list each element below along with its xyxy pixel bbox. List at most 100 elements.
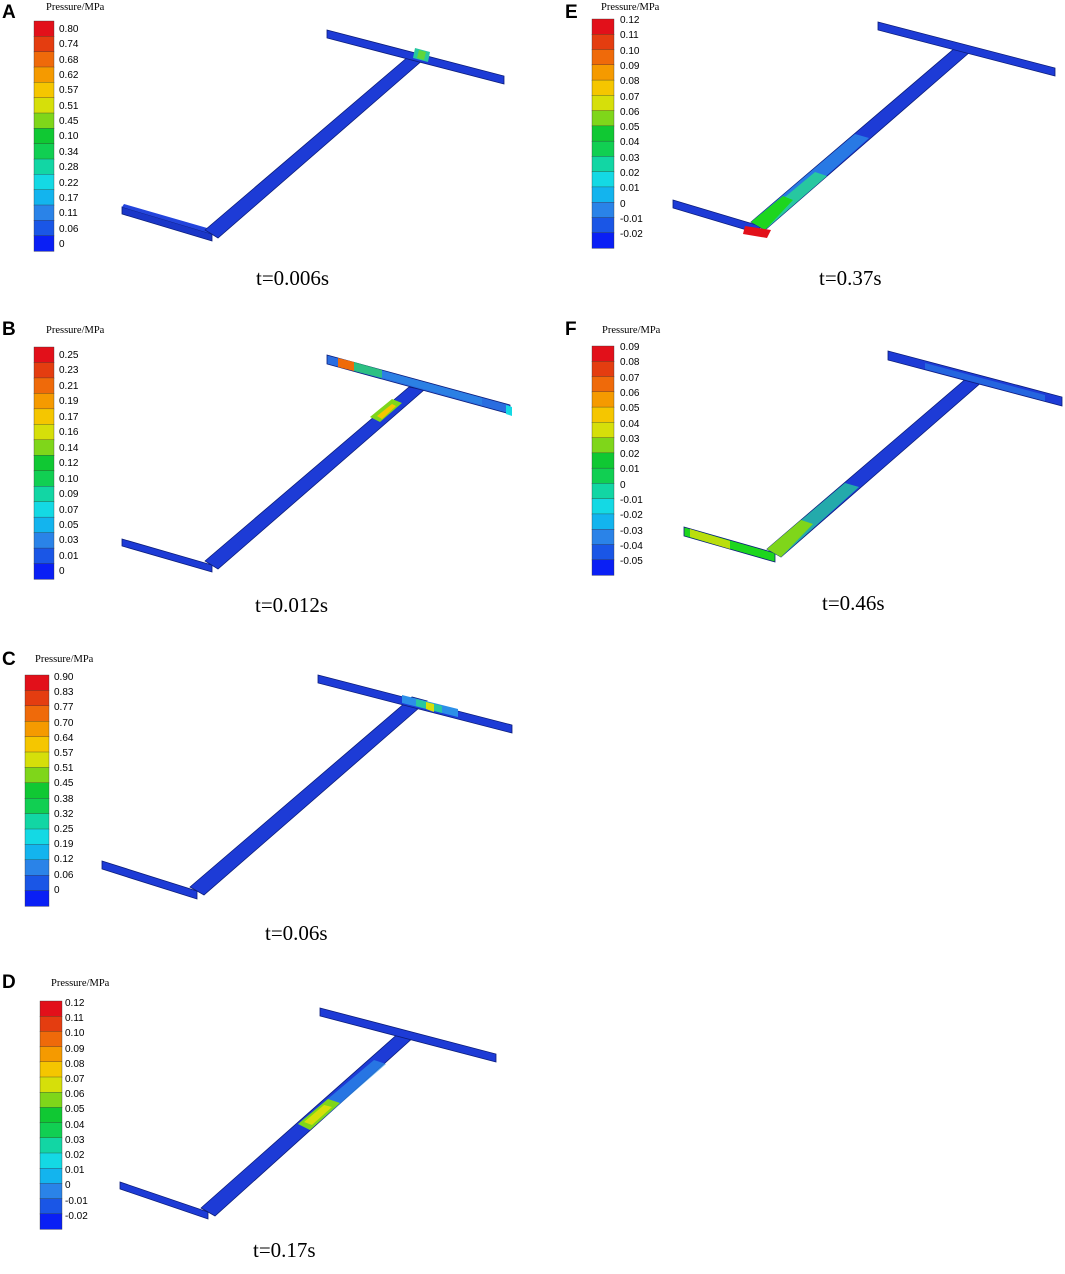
colorbar-tick-label: 0.32 bbox=[54, 808, 74, 820]
colorbar-tick-label: 0.77 bbox=[54, 702, 74, 714]
colorbar-tick-label: -0.02 bbox=[620, 510, 643, 522]
main-pipe bbox=[189, 696, 428, 896]
colorbar-tick-label: 0.51 bbox=[59, 100, 79, 112]
colorbar-tick-label: 0.51 bbox=[54, 763, 74, 775]
colorbar-tick-label: 0.25 bbox=[59, 350, 79, 361]
colorbar-tick-label: 0.04 bbox=[65, 1119, 85, 1131]
colorbar-tick-label: 0.03 bbox=[59, 535, 79, 547]
branch-left-leg bbox=[121, 206, 213, 242]
colorbar-tick-label: 0.12 bbox=[620, 15, 640, 26]
pressure-front-peak bbox=[426, 702, 434, 712]
colorbar-tick-label: 0.12 bbox=[59, 458, 79, 470]
colorbar-tick-label: 0.10 bbox=[65, 1028, 85, 1040]
colorbar-tick-label: 0.10 bbox=[59, 473, 79, 485]
colorbar-tick-label: -0.03 bbox=[620, 525, 643, 537]
time-caption: t=0.006s bbox=[256, 266, 330, 290]
branch-left-leg bbox=[101, 860, 198, 900]
colorbar-tick-label: 0.09 bbox=[65, 1043, 85, 1055]
colorbar-tick-label: 0.10 bbox=[620, 45, 640, 57]
colorbar-tick-label: 0.34 bbox=[59, 146, 79, 158]
colorbar-tick-label: 0.16 bbox=[59, 427, 79, 439]
pressure-front-core bbox=[417, 50, 426, 60]
colorbar-tick-label: 0.07 bbox=[620, 91, 640, 103]
colorbar-tick-label: 0.06 bbox=[65, 1089, 85, 1101]
colorbar-tick-label: 0.05 bbox=[620, 122, 640, 134]
pressure-front bbox=[751, 196, 793, 230]
colorbar-tick-label: 0.03 bbox=[65, 1134, 85, 1146]
colorbar-tick-label: 0.23 bbox=[59, 365, 79, 377]
branch-left-leg bbox=[121, 538, 213, 573]
colorbar-tick-label: 0.06 bbox=[59, 223, 79, 235]
colorbar-tick-label: 0 bbox=[54, 884, 60, 896]
legend-title: Pressure/MPa bbox=[51, 978, 110, 989]
colorbar-tick-label: 0.05 bbox=[620, 403, 640, 415]
colorbar-tick-label: 0.21 bbox=[59, 380, 79, 392]
colorbar-tick-label: 0.83 bbox=[54, 687, 74, 699]
colorbar-tick-label: 0.02 bbox=[65, 1150, 85, 1161]
colorbar-tick-label: 0.01 bbox=[620, 183, 640, 195]
colorbar-tick-label: 0.09 bbox=[620, 342, 640, 353]
colorbar-tick-label: 0.02 bbox=[620, 449, 640, 461]
colorbar-tick-label: 0 bbox=[65, 1180, 71, 1192]
colorbar-swatch bbox=[33, 235, 55, 252]
colorbar-tick-label: 0.80 bbox=[59, 24, 79, 35]
branch-left-leg-top bbox=[122, 204, 214, 234]
colorbar-tick-label: 0.28 bbox=[59, 162, 79, 174]
colorbar-swatch bbox=[33, 563, 55, 580]
colorbar-tick-label: 0.01 bbox=[59, 550, 79, 562]
pressure-colorbar bbox=[33, 346, 55, 580]
colorbar-tick-label: 0.45 bbox=[59, 116, 79, 128]
colorbar-swatch bbox=[591, 232, 615, 249]
colorbar-tick-label: 0.03 bbox=[620, 433, 640, 445]
colorbar-tick-label: 0.11 bbox=[65, 1013, 84, 1025]
colorbar-tick-label: 0.06 bbox=[54, 869, 74, 881]
colorbar-tick-label: 0.12 bbox=[54, 854, 74, 866]
colorbar-tick-label: 0 bbox=[59, 238, 65, 250]
pressure-colorbar bbox=[591, 345, 615, 576]
colorbar-tick-label: 0.45 bbox=[54, 778, 74, 790]
legend-title: Pressure/MPa bbox=[601, 2, 660, 13]
colorbar-tick-label: 0.57 bbox=[59, 85, 79, 97]
pipe-geometry bbox=[119, 1007, 497, 1220]
panel-a: A Pressure/MPa 0.80 0.74 0.68 0.62 0.57 0.51 0… bbox=[2, 2, 522, 304]
legend-title: Pressure/MPa bbox=[46, 325, 105, 336]
colorbar-tick-label: 0 bbox=[59, 566, 65, 578]
time-caption: t=0.06s bbox=[265, 921, 328, 945]
colorbar-tick-label: 0.57 bbox=[54, 748, 74, 759]
colorbar-tick-label: 0.01 bbox=[65, 1165, 85, 1177]
colorbar-tick-label: -0.01 bbox=[65, 1195, 88, 1207]
pressure-front-left-green bbox=[354, 362, 382, 378]
pressure-peak bbox=[743, 226, 771, 238]
time-caption: t=0.37s bbox=[819, 266, 882, 290]
panel-label: A bbox=[2, 2, 16, 23]
pressure-front bbox=[767, 520, 813, 557]
pipe-geometry bbox=[683, 350, 1063, 563]
colorbar-tick-label: 0.14 bbox=[59, 442, 79, 454]
pipe-geometry bbox=[101, 674, 513, 900]
colorbar-tick-label: 0.17 bbox=[59, 192, 79, 204]
colorbar-tick-label: 0.08 bbox=[620, 76, 640, 88]
colorbar-tick-label: 0.22 bbox=[59, 177, 79, 189]
branch-left-leg-hot bbox=[690, 529, 730, 549]
colorbar-tick-label: 0.17 bbox=[59, 411, 79, 423]
time-caption: t=0.46s bbox=[822, 591, 885, 615]
colorbar-tick-label: 0.08 bbox=[620, 357, 640, 369]
pressure-colorbar bbox=[39, 1000, 63, 1230]
colorbar-tick-label: 0.02 bbox=[620, 168, 640, 179]
pressure-front-core bbox=[304, 1105, 332, 1125]
legend-title: Pressure/MPa bbox=[46, 2, 105, 13]
pipe-geometry bbox=[672, 21, 1056, 238]
colorbar-swatch bbox=[591, 559, 615, 576]
colorbar-tick-label: 0.74 bbox=[59, 39, 79, 51]
pipe-geometry bbox=[121, 29, 505, 242]
legend-title: Pressure/MPa bbox=[35, 654, 94, 665]
colorbar-tick-label: 0.08 bbox=[65, 1058, 85, 1070]
colorbar-tick-label: -0.01 bbox=[620, 213, 643, 225]
panel-label: F bbox=[565, 319, 577, 340]
colorbar-swatch bbox=[39, 1213, 63, 1230]
pipe-geometry bbox=[121, 354, 512, 573]
pressure-colorbar bbox=[33, 20, 55, 252]
pressure-colorbar bbox=[24, 674, 50, 907]
colorbar-tick-label: 0.11 bbox=[59, 208, 78, 220]
colorbar-tick-label: 0.07 bbox=[620, 372, 640, 384]
